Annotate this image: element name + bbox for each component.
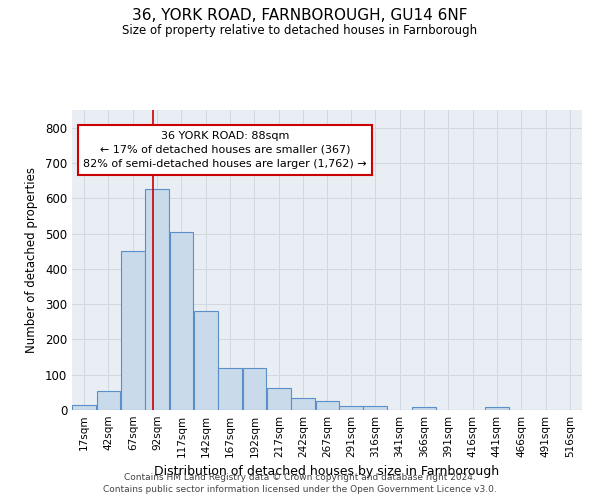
Text: Contains public sector information licensed under the Open Government Licence v3: Contains public sector information licen… <box>103 486 497 494</box>
Bar <box>242 368 266 410</box>
Bar <box>121 251 145 410</box>
Bar <box>363 406 387 410</box>
Bar <box>291 398 315 410</box>
Bar <box>316 401 340 410</box>
Bar <box>145 190 169 410</box>
Y-axis label: Number of detached properties: Number of detached properties <box>25 167 38 353</box>
Bar <box>194 311 218 410</box>
Text: 36, YORK ROAD, FARNBOROUGH, GU14 6NF: 36, YORK ROAD, FARNBOROUGH, GU14 6NF <box>132 8 468 22</box>
Bar <box>72 406 96 410</box>
Bar <box>97 390 121 410</box>
Bar <box>170 232 193 410</box>
Bar <box>339 406 363 410</box>
Bar <box>485 407 509 410</box>
Bar <box>412 407 436 410</box>
Text: Size of property relative to detached houses in Farnborough: Size of property relative to detached ho… <box>122 24 478 37</box>
Bar <box>218 368 242 410</box>
Bar <box>267 388 291 410</box>
Text: Contains HM Land Registry data © Crown copyright and database right 2024.: Contains HM Land Registry data © Crown c… <box>124 473 476 482</box>
X-axis label: Distribution of detached houses by size in Farnborough: Distribution of detached houses by size … <box>154 466 500 478</box>
Text: 36 YORK ROAD: 88sqm
← 17% of detached houses are smaller (367)
82% of semi-detac: 36 YORK ROAD: 88sqm ← 17% of detached ho… <box>83 131 367 169</box>
